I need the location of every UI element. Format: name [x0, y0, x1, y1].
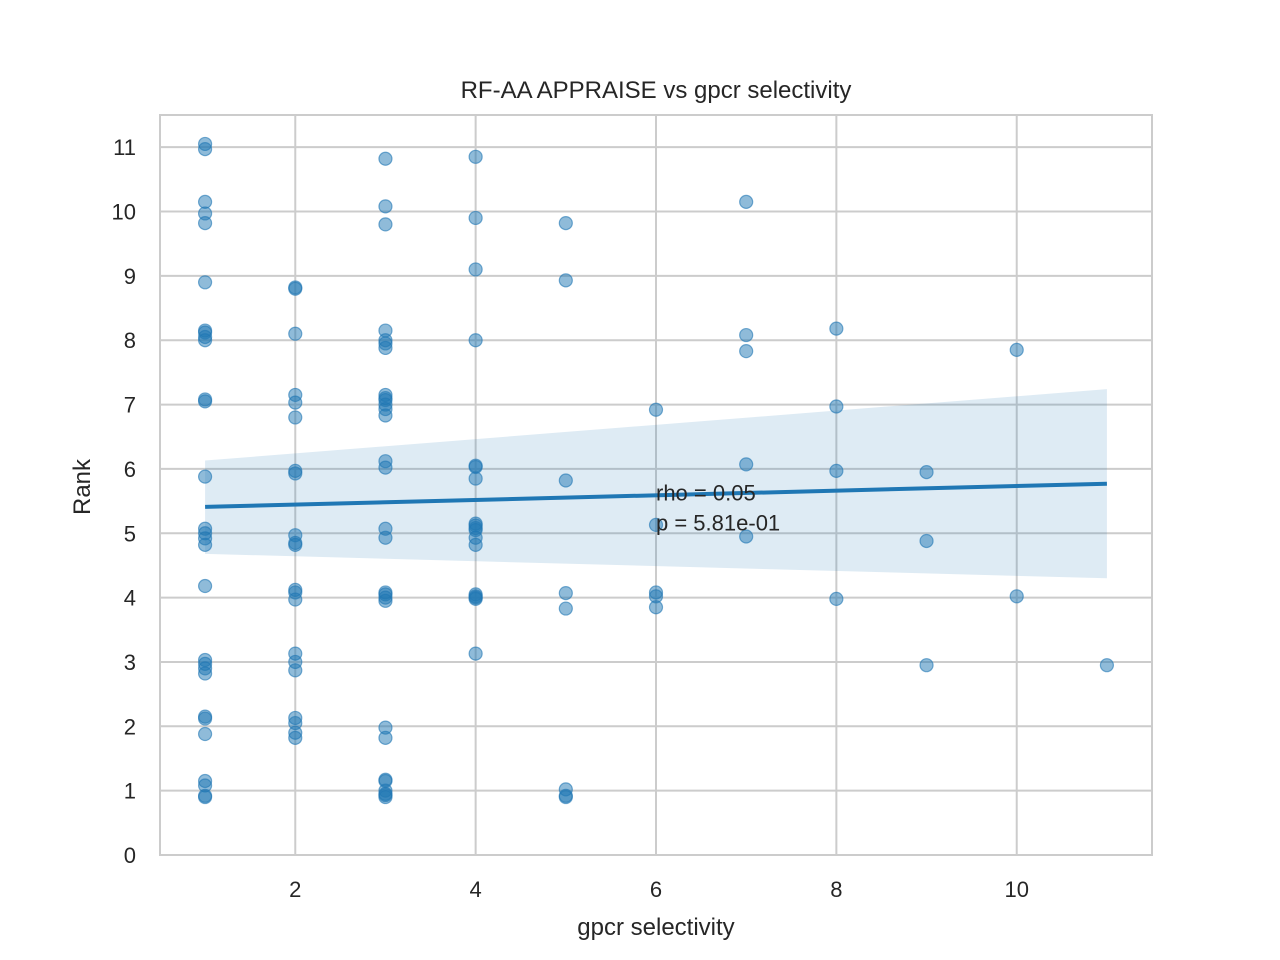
- y-tick-label: 0: [124, 843, 136, 868]
- scatter-point: [197, 666, 213, 681]
- y-tick-label: 7: [124, 393, 136, 418]
- scatter-point: [558, 273, 573, 288]
- scatter-point: [739, 194, 754, 209]
- confidence-band-group: [205, 389, 1107, 579]
- x-tick-label: 6: [650, 877, 662, 902]
- scatter-point: [558, 789, 573, 805]
- y-axis-label: Rank: [69, 458, 96, 515]
- scatter-point: [558, 216, 573, 231]
- scatter-point: [288, 663, 303, 678]
- scatter-point: [829, 399, 844, 414]
- scatter-point: [288, 466, 303, 481]
- rho-annotation: rho = 0.05: [656, 481, 756, 506]
- scatter-point: [468, 591, 483, 606]
- scatter-point: [197, 216, 213, 231]
- y-tick-label: 11: [113, 135, 136, 160]
- scatter-point: [468, 262, 483, 277]
- scatter-point: [197, 711, 213, 726]
- x-axis-label: gpcr selectivity: [577, 914, 734, 941]
- scatter-point: [468, 471, 483, 486]
- y-tick-label: 10: [112, 200, 136, 225]
- scatter-point: [1009, 589, 1024, 604]
- scatter-point: [197, 537, 213, 552]
- scatter-point: [197, 394, 213, 409]
- scatter-point: [288, 281, 303, 296]
- scatter-point: [829, 321, 844, 336]
- y-tick-label: 2: [124, 714, 136, 739]
- scatter-point: [829, 463, 844, 478]
- scatter-point: [739, 327, 754, 343]
- x-tick-label: 10: [1004, 877, 1028, 902]
- x-tick-label: 4: [470, 877, 482, 902]
- scatter-point: [288, 730, 303, 745]
- scatter-point: [288, 410, 303, 425]
- scatter-point: [1099, 658, 1115, 673]
- plot-frame: [159, 114, 1153, 856]
- scatter-point: [378, 730, 393, 745]
- regression-line: [205, 481, 1107, 509]
- y-tick-label: 9: [124, 264, 136, 289]
- scatter-point: [468, 537, 483, 552]
- scatter-point: [648, 517, 664, 532]
- confidence-band: [205, 389, 1107, 579]
- scatter-point: [197, 469, 213, 484]
- x-tick-label: 2: [289, 877, 301, 902]
- stats-annotation: rho = 0.05 p = 5.81e-01: [656, 481, 780, 536]
- scatter-point: [378, 408, 393, 423]
- scatter-points: [197, 136, 1115, 805]
- scatter-point: [468, 646, 483, 661]
- scatter-point: [288, 395, 303, 410]
- scatter-point: [919, 533, 934, 549]
- y-tick-label: 6: [124, 457, 136, 482]
- scatter-point: [829, 591, 844, 606]
- scatter-point: [468, 210, 483, 226]
- scatter-point: [739, 529, 754, 544]
- scatter-point: [468, 149, 483, 164]
- y-tick-label: 5: [124, 521, 136, 546]
- p-value-annotation: p = 5.81e-01: [656, 511, 780, 536]
- scatter-point: [197, 275, 213, 290]
- scatter-point: [288, 592, 303, 607]
- scatter-point: [197, 578, 213, 594]
- scatter-point: [378, 217, 393, 232]
- scatter-point: [648, 402, 664, 417]
- y-tick-label: 4: [124, 586, 136, 611]
- scatter-point: [558, 601, 573, 616]
- scatter-point: [919, 658, 934, 673]
- scatter-point: [378, 340, 393, 356]
- scatter-point: [288, 537, 303, 552]
- scatter-point: [648, 600, 664, 615]
- scatter-point: [558, 586, 573, 601]
- tick-labels: 2 4 6 8 10 0 1 2 3 4 5 6 7 8 9 10 11: [112, 135, 1029, 902]
- scatter-point: [197, 142, 213, 157]
- scatter-point: [378, 151, 393, 166]
- y-tick-label: 8: [124, 328, 136, 353]
- scatter-point: [919, 465, 934, 480]
- scatter-point: [378, 789, 393, 805]
- scatter-point: [739, 457, 754, 472]
- scatter-point: [558, 473, 573, 488]
- chart-title: RF-AA APPRAISE vs gpcr selectivity: [461, 77, 852, 104]
- y-tick-label: 1: [124, 779, 136, 804]
- scatter-point: [197, 726, 213, 742]
- y-tick-label: 3: [124, 650, 136, 675]
- scatter-point: [378, 530, 393, 545]
- scatter-point: [197, 333, 213, 348]
- x-tick-label: 8: [830, 877, 842, 902]
- scatter-point: [288, 326, 303, 341]
- scatter-point: [197, 789, 213, 805]
- scatter-point: [739, 344, 754, 359]
- scatter-point: [378, 460, 393, 475]
- regression-line-group: [205, 481, 1107, 509]
- scatter-point: [378, 593, 393, 608]
- scatter-point: [1009, 342, 1024, 357]
- scatter-point: [378, 199, 393, 214]
- scatter-point: [468, 333, 483, 348]
